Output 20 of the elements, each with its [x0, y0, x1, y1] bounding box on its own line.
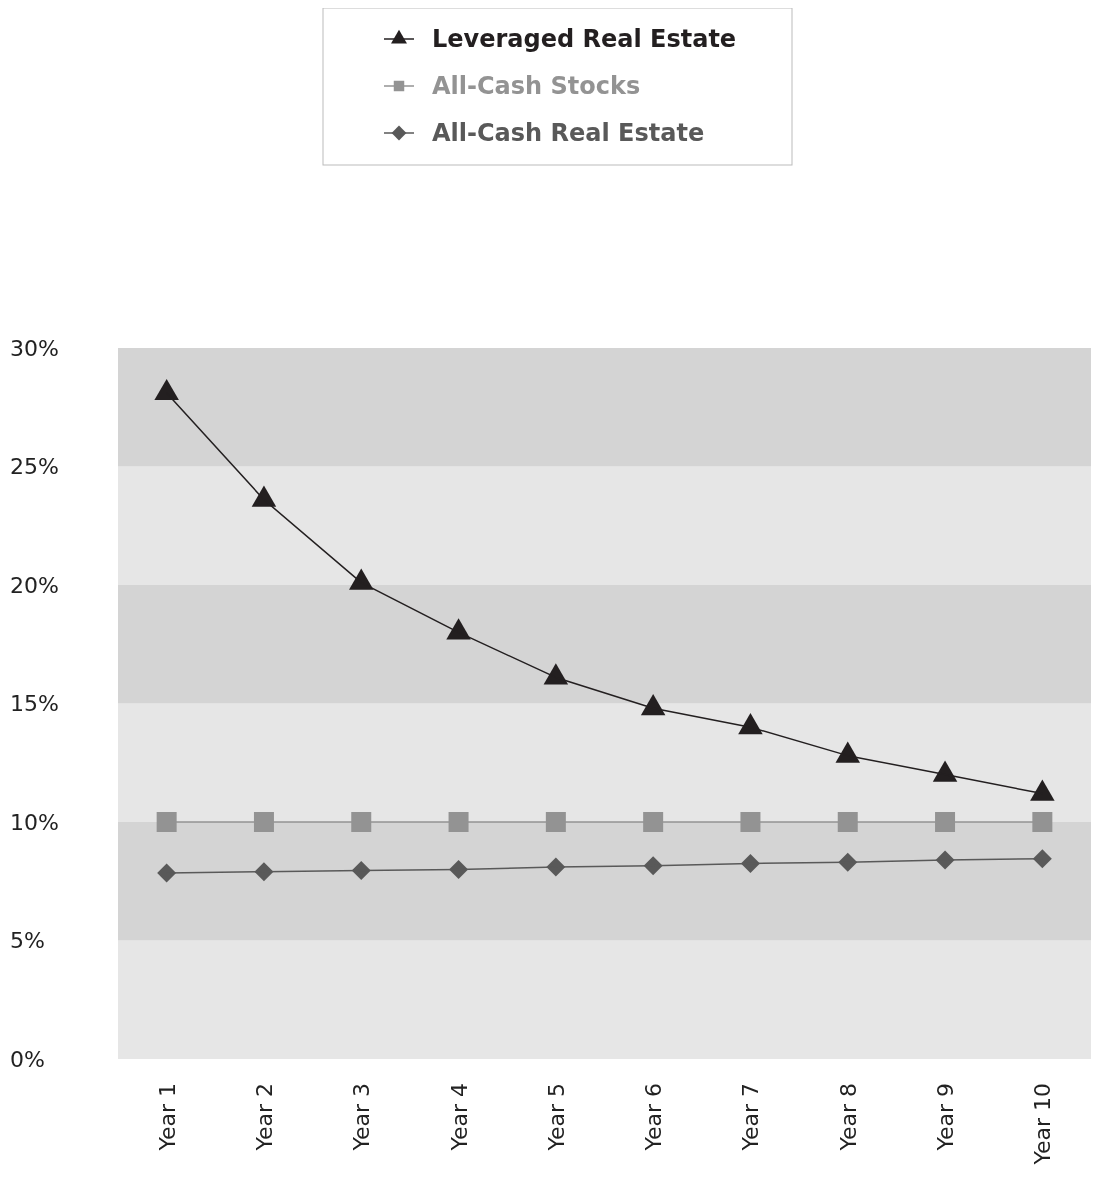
legend-label: All-Cash Real Estate: [432, 119, 705, 148]
legend-label: Leveraged Real Estate: [432, 25, 737, 54]
y-tick-label: 15%: [10, 691, 59, 717]
x-tick-label: Year 3: [349, 1083, 375, 1152]
x-tick-label: Year 10: [1030, 1083, 1056, 1166]
y-tick-label: 10%: [10, 809, 59, 835]
x-tick-label: Year 8: [835, 1083, 861, 1152]
y-tick-label: 5%: [10, 928, 45, 954]
x-tick-label: Year 6: [641, 1083, 667, 1152]
x-tick-label: Year 9: [933, 1083, 959, 1152]
x-tick-label: Year 2: [251, 1083, 277, 1152]
y-tick-label: 0%: [10, 1046, 45, 1072]
x-tick-label: Year 4: [446, 1083, 472, 1152]
x-tick-label: Year 1: [154, 1083, 180, 1152]
legend-label: All-Cash Stocks: [432, 72, 641, 101]
y-tick-label: 20%: [10, 572, 59, 598]
x-tick-label: Year 5: [543, 1083, 569, 1152]
y-tick-label: 25%: [10, 454, 59, 480]
y-tick-label: 30%: [10, 335, 59, 361]
x-tick-label: Year 7: [738, 1083, 764, 1152]
